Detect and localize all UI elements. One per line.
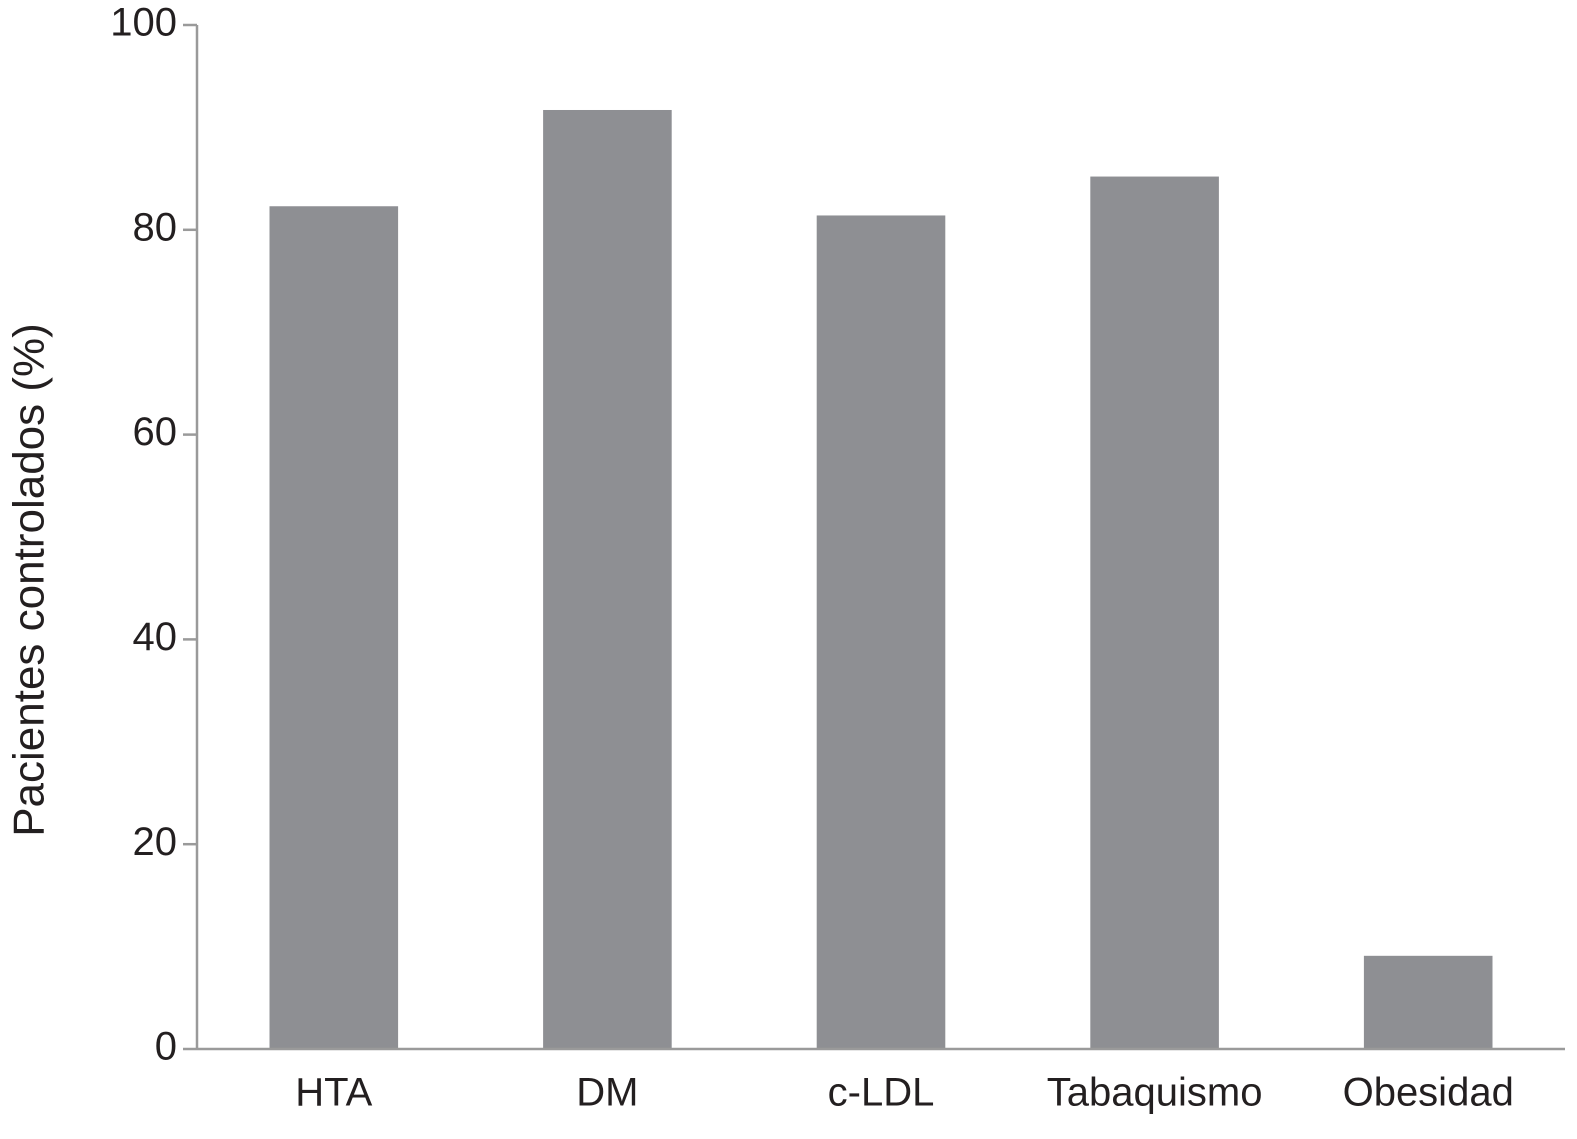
x-tick-label: c-LDL [828,1071,935,1115]
bar [1090,176,1219,1049]
y-tick-label: 100 [110,1,177,45]
bar [1363,955,1493,1049]
x-tick-label: HTA [295,1071,372,1115]
y-tick-label: 20 [133,820,178,864]
bar [269,206,399,1050]
y-tick-label: 0 [155,1025,177,1069]
x-tick-label: DM [576,1071,638,1115]
bar [816,215,946,1050]
y-tick-label: 80 [133,205,178,249]
x-tick-label: Tabaquismo [1047,1071,1263,1115]
y-tick-label: 40 [133,615,178,659]
bar [543,109,672,1049]
x-tick-label: Obesidad [1343,1071,1514,1115]
y-tick-label: 60 [133,410,178,454]
y-axis-title: Pacientes controlados (%) [5,323,54,837]
